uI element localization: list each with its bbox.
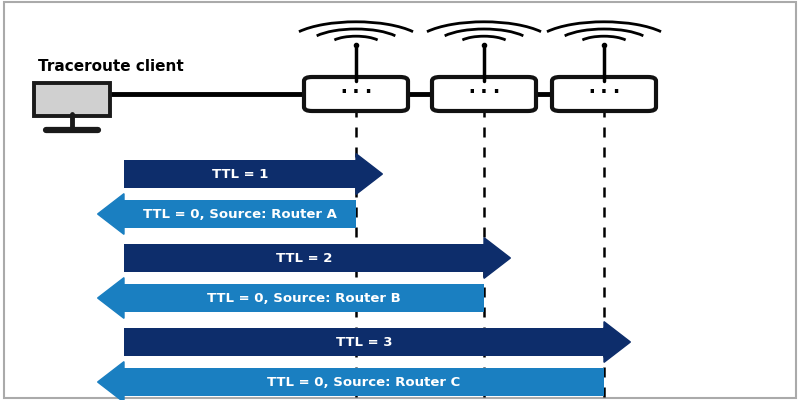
- Polygon shape: [484, 238, 510, 278]
- FancyBboxPatch shape: [124, 160, 356, 188]
- Text: TTL = 0, Source: Router C: TTL = 0, Source: Router C: [267, 376, 461, 388]
- FancyBboxPatch shape: [552, 77, 656, 111]
- Text: ···: ···: [585, 83, 623, 103]
- FancyBboxPatch shape: [124, 284, 484, 312]
- FancyBboxPatch shape: [124, 368, 604, 396]
- Text: ···: ···: [465, 83, 503, 103]
- FancyBboxPatch shape: [304, 77, 408, 111]
- Text: TTL = 2: TTL = 2: [276, 252, 332, 264]
- FancyBboxPatch shape: [34, 83, 110, 116]
- Text: TTL = 0, Source: Router B: TTL = 0, Source: Router B: [207, 292, 401, 304]
- FancyBboxPatch shape: [124, 244, 484, 272]
- Text: TTL = 1: TTL = 1: [212, 168, 268, 180]
- FancyBboxPatch shape: [124, 328, 604, 356]
- Text: TTL = 3: TTL = 3: [336, 336, 392, 348]
- Text: TTL = 0, Source: Router A: TTL = 0, Source: Router A: [143, 208, 337, 220]
- Polygon shape: [604, 322, 630, 362]
- Polygon shape: [356, 154, 382, 194]
- FancyBboxPatch shape: [124, 200, 356, 228]
- Text: ···: ···: [337, 83, 375, 103]
- FancyBboxPatch shape: [432, 77, 536, 111]
- Polygon shape: [98, 362, 124, 400]
- FancyBboxPatch shape: [4, 2, 796, 398]
- Text: Traceroute client: Traceroute client: [38, 59, 184, 74]
- Polygon shape: [98, 278, 124, 318]
- Polygon shape: [98, 194, 124, 234]
